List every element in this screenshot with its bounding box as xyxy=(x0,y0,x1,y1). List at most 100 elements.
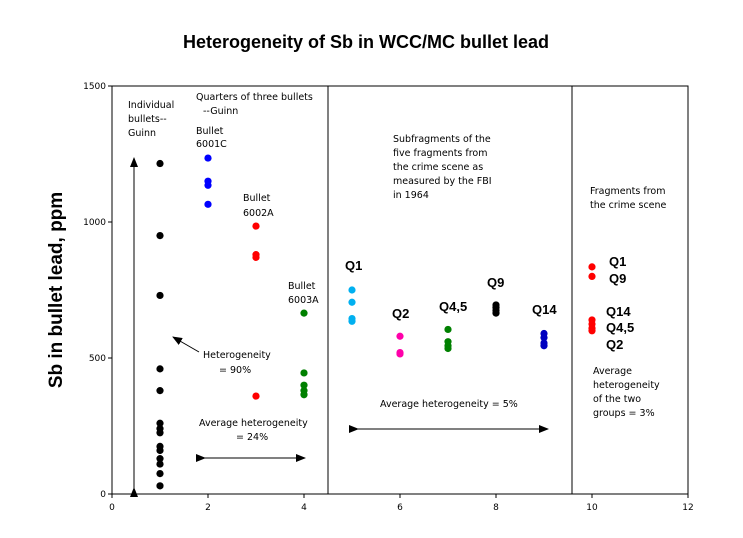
annotation-fragments: Fragments from the crime scene xyxy=(590,186,667,211)
data-point-6-0 xyxy=(444,325,452,334)
annotation-fragments-line-2: the crime scene xyxy=(590,200,667,211)
data-point-0-13 xyxy=(156,482,164,490)
data-point-9-1 xyxy=(588,272,596,280)
annotation-average-3-line-1: Average xyxy=(593,366,632,377)
data-point-4-1 xyxy=(348,298,356,306)
label-q9: Q9 xyxy=(487,275,504,290)
annotation-bullet-6003a-line-2: 6003A xyxy=(288,295,319,306)
annotation-bullet-6001c: Bullet 6001C xyxy=(196,126,227,150)
annotation-subfragments-line-1: Subfragments of the xyxy=(393,134,491,145)
data-point-0-12 xyxy=(156,470,164,478)
data-point-3-4 xyxy=(300,391,308,399)
x-tick-label: 12 xyxy=(682,503,693,513)
label-right-q2: Q2 xyxy=(606,337,623,352)
label-right-q14: Q14 xyxy=(606,304,631,319)
y-axis-label: Sb in bullet lead, ppm xyxy=(46,192,67,388)
annotation-subfragments-line-5: in 1964 xyxy=(393,190,429,201)
label-q45: Q4,5 xyxy=(439,299,467,314)
label-right-q1: Q1 xyxy=(609,254,626,269)
annotation-individual-line-2: bullets-- xyxy=(128,114,167,125)
annotation-quarters-line-2: --Guinn xyxy=(203,106,238,117)
annotation-average-3-line-2: heterogeneity xyxy=(593,380,660,391)
annotation-average-24-line-2: = 24% xyxy=(236,432,268,443)
annotation-average-3-line-3: of the two xyxy=(593,394,641,405)
data-point-4-0 xyxy=(348,286,356,294)
data-point-0-4 xyxy=(156,387,164,395)
x-axis-ticks: 0 2 4 6 8 10 12 xyxy=(109,494,694,513)
data-point-7-3 xyxy=(492,309,500,317)
annotation-average-5: Average heterogeneity = 5% xyxy=(380,399,518,410)
label-q2: Q2 xyxy=(392,306,409,321)
annotation-bullet-6003a-line-1: Bullet xyxy=(288,281,316,292)
data-point-0-0 xyxy=(156,159,164,168)
data-point-3-2 xyxy=(300,381,308,389)
annotation-bullet-6002a-line-2: 6002A xyxy=(243,208,274,219)
chart-title: Heterogeneity of Sb in WCC/MC bullet lea… xyxy=(183,32,549,52)
data-point-8-3 xyxy=(540,342,548,350)
x-tick-label: 8 xyxy=(493,503,499,513)
x-tick-label: 6 xyxy=(397,503,403,513)
data-point-2-3 xyxy=(252,392,260,400)
data-point-0-7 xyxy=(156,429,164,437)
annotation-heterogeneity-90: Heterogeneity = 90% xyxy=(203,350,271,376)
data-point-1-2 xyxy=(204,181,212,189)
pointer-arrow-heterogeneity xyxy=(172,336,200,353)
data-point-1-0 xyxy=(204,154,212,162)
annotation-quarters-line-1: Quarters of three bullets xyxy=(196,92,313,103)
y-tick-label: 1500 xyxy=(83,82,106,92)
data-point-0-3 xyxy=(156,365,164,373)
data-point-3-0 xyxy=(300,309,308,317)
x-tick-label: 0 xyxy=(109,503,115,513)
data-point-8-1 xyxy=(540,334,548,342)
y-tick-label: 500 xyxy=(89,354,106,364)
label-q14: Q14 xyxy=(532,302,557,317)
annotation-subfragments-line-2: five fragments from xyxy=(393,148,488,159)
data-point-9-0 xyxy=(588,263,596,271)
data-point-0-9 xyxy=(156,446,164,455)
data-point-0-10 xyxy=(156,455,164,463)
data-points xyxy=(156,154,596,490)
annotation-individual: Individual bullets-- Guinn xyxy=(128,100,174,139)
annotation-average-24-line-1: Average heterogeneity xyxy=(199,418,308,429)
data-point-0-1 xyxy=(156,232,164,240)
data-point-0-2 xyxy=(156,291,164,300)
annotation-bullet-6002a: Bullet 6002A xyxy=(243,193,274,219)
data-point-6-3 xyxy=(444,344,452,353)
annotation-average-24: Average heterogeneity = 24% xyxy=(199,418,308,443)
annotation-quarters: Quarters of three bullets --Guinn xyxy=(196,92,313,117)
annotation-individual-line-3: Guinn xyxy=(128,128,156,139)
data-point-9-5 xyxy=(588,327,596,335)
label-q1: Q1 xyxy=(345,258,362,273)
data-point-5-2 xyxy=(396,350,404,358)
annotation-fragments-line-1: Fragments from xyxy=(590,186,665,197)
annotation-individual-line-1: Individual xyxy=(128,100,174,111)
x-tick-label: 4 xyxy=(301,503,307,513)
y-axis-ticks: 0 500 1000 1500 xyxy=(83,82,112,500)
annotation-subfragments-line-4: measured by the FBI xyxy=(393,176,492,187)
annotation-bullet-6003a: Bullet 6003A xyxy=(288,281,319,306)
label-right-q9: Q9 xyxy=(609,271,626,286)
annotation-average-3-line-4: groups = 3% xyxy=(593,408,655,419)
data-point-2-0 xyxy=(252,222,260,230)
annotation-average-3: Average heterogeneity of the two groups … xyxy=(593,366,660,419)
annotation-bullet-6001c-line-2: 6001C xyxy=(196,139,227,150)
data-point-4-3 xyxy=(348,317,356,325)
x-tick-label: 10 xyxy=(586,503,598,513)
y-tick-label: 1000 xyxy=(83,218,106,228)
annotation-bullet-6001c-line-1: Bullet xyxy=(196,126,224,137)
annotation-heterogeneity-90-line-2: = 90% xyxy=(219,365,251,376)
y-tick-label: 0 xyxy=(100,490,106,500)
data-point-2-2 xyxy=(252,253,260,261)
annotation-bullet-6002a-line-1: Bullet xyxy=(243,193,271,204)
data-point-0-11 xyxy=(156,460,164,468)
data-point-5-0 xyxy=(396,332,404,340)
label-right-q45: Q4,5 xyxy=(606,320,634,335)
annotation-subfragments: Subfragments of the five fragments from … xyxy=(393,134,492,201)
data-point-1-3 xyxy=(204,200,212,208)
data-point-0-5 xyxy=(156,419,164,427)
annotation-heterogeneity-90-line-1: Heterogeneity xyxy=(203,350,271,361)
annotation-subfragments-line-3: the crime scene as xyxy=(393,162,483,173)
x-tick-label: 2 xyxy=(205,503,211,513)
data-point-3-1 xyxy=(300,369,308,377)
